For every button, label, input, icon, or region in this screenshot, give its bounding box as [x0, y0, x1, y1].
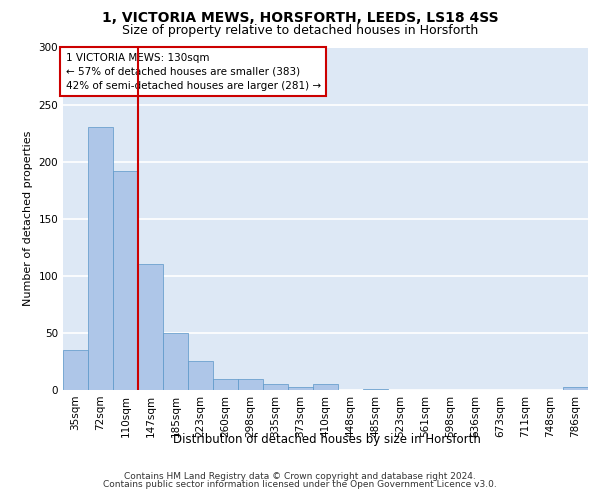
Text: Distribution of detached houses by size in Horsforth: Distribution of detached houses by size … — [173, 432, 481, 446]
Bar — [288, 386, 313, 390]
Bar — [563, 386, 588, 390]
Bar — [263, 384, 288, 390]
Bar — [238, 378, 263, 390]
Bar — [113, 171, 138, 390]
Bar — [163, 333, 188, 390]
Bar — [363, 389, 388, 390]
Bar — [213, 378, 238, 390]
Text: Size of property relative to detached houses in Horsforth: Size of property relative to detached ho… — [122, 24, 478, 37]
Bar — [138, 264, 163, 390]
Text: 1 VICTORIA MEWS: 130sqm
← 57% of detached houses are smaller (383)
42% of semi-d: 1 VICTORIA MEWS: 130sqm ← 57% of detache… — [65, 52, 321, 90]
Bar — [88, 128, 113, 390]
Text: Contains public sector information licensed under the Open Government Licence v3: Contains public sector information licen… — [103, 480, 497, 489]
Text: 1, VICTORIA MEWS, HORSFORTH, LEEDS, LS18 4SS: 1, VICTORIA MEWS, HORSFORTH, LEEDS, LS18… — [101, 11, 499, 25]
Bar — [188, 362, 213, 390]
Bar — [63, 350, 88, 390]
Bar — [313, 384, 338, 390]
Text: Contains HM Land Registry data © Crown copyright and database right 2024.: Contains HM Land Registry data © Crown c… — [124, 472, 476, 481]
Y-axis label: Number of detached properties: Number of detached properties — [23, 131, 33, 306]
